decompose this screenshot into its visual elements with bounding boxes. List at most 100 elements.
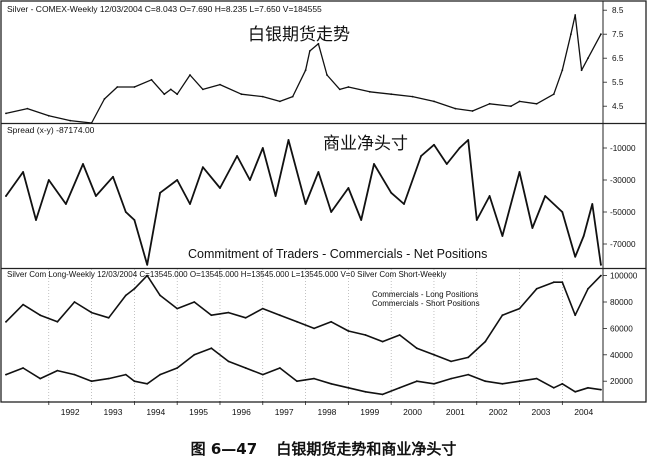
short-positions-point [193, 353, 196, 356]
short-positions-point [90, 380, 93, 383]
short-positions-point [467, 373, 470, 376]
y-tick-label: -10000 [610, 144, 636, 153]
long-positions-point [381, 340, 384, 343]
y-tick-label: 5.5 [612, 78, 624, 87]
long-positions-point [22, 303, 24, 306]
short-positions-point [5, 373, 7, 376]
short-positions-point [261, 373, 264, 376]
silver-price-point [488, 102, 491, 105]
net-position-point [176, 179, 179, 181]
short-positions-point [381, 393, 384, 396]
long-positions-point [244, 316, 247, 319]
short-positions-point [415, 380, 418, 383]
silver-price-point [219, 83, 221, 86]
long-positions-point [347, 330, 350, 332]
silver-price-point [47, 114, 50, 117]
long-positions-point [484, 340, 487, 343]
short-positions-point [133, 380, 136, 383]
silver-price-point [411, 95, 414, 98]
long-positions-point [552, 281, 555, 284]
silver-price-point [518, 100, 521, 103]
long-positions-point [467, 356, 470, 359]
panel3-plot [5, 274, 602, 396]
net-position-point [47, 179, 50, 181]
y-tick-label: 20000 [610, 377, 633, 386]
silver-price-point [580, 69, 583, 72]
panel3-header: Silver Com Long-Weekly 12/03/2004 C=1354… [7, 270, 446, 279]
panel2-title: 商业净头寸 [323, 134, 408, 154]
net-position-point [249, 179, 251, 181]
net-position-point [5, 195, 7, 197]
panel-frames [0, 0, 647, 403]
net-position-point [317, 171, 320, 173]
short-positions-point [433, 382, 435, 385]
y-tick-label: -30000 [610, 176, 636, 185]
net-position-point [458, 147, 461, 149]
silver-price-point [368, 90, 371, 93]
net-position-point [360, 219, 363, 221]
net-position-point [501, 235, 504, 237]
long-positions-point [107, 316, 110, 319]
net-position-point [591, 203, 594, 205]
net-position-point [274, 195, 277, 197]
x-tick-label: 2003 [531, 407, 550, 417]
net-position-point [420, 155, 422, 157]
net-position-point [600, 263, 602, 266]
long-positions-point [574, 314, 577, 317]
net-position-point [146, 263, 149, 266]
short-positions-point [330, 382, 333, 385]
long-positions-point [176, 307, 179, 310]
silver-price-point [454, 107, 457, 110]
silver-price-point [90, 122, 93, 124]
short-positions-point [398, 386, 401, 389]
net-position-point [433, 143, 435, 146]
y-tick-label: 7.5 [612, 30, 624, 39]
long-positions-point [415, 347, 418, 350]
net-position-point [287, 139, 290, 141]
silver-price-point [587, 57, 589, 60]
panel3-y-axis: 20000 40000 60000 80000 100000 [603, 272, 638, 386]
silver-price-point [240, 93, 243, 96]
short-positions-point [450, 377, 452, 380]
net-position-point [219, 187, 221, 189]
long-positions-point [90, 311, 93, 314]
short-positions-point [574, 390, 577, 393]
x-tick-label: 2000 [403, 407, 422, 417]
long-positions-point [73, 301, 76, 303]
x-tick-label: 1999 [360, 407, 379, 417]
y-tick-label: 4.5 [612, 102, 624, 111]
net-position-point [347, 187, 350, 189]
long-positions-point [364, 334, 367, 336]
short-positions-point [296, 380, 298, 383]
silver-price-point [169, 88, 172, 91]
short-positions-point [552, 386, 555, 389]
short-positions-point [39, 377, 42, 380]
net-position-point [467, 139, 470, 141]
x-tick-label: 2001 [446, 407, 465, 417]
y-tick-label: -50000 [610, 208, 636, 217]
x-tick-label: 1992 [61, 407, 80, 417]
short-positions-point [124, 373, 127, 376]
panel2-plot [5, 139, 602, 266]
panel2-y-axis: -10000 -30000 -50000 -70000 [603, 144, 636, 249]
silver-price-point [279, 100, 281, 103]
silver-price-point [26, 107, 29, 110]
net-position-point [35, 219, 37, 221]
short-positions-point [146, 382, 149, 385]
y-tick-label: 8.5 [612, 6, 624, 15]
silver-price-point [103, 98, 106, 100]
net-position-point [65, 203, 67, 205]
short-positions-point [107, 377, 110, 380]
x-tick-label: 2002 [489, 407, 508, 417]
x-tick-label: 1998 [318, 407, 337, 417]
net-position-point [133, 219, 136, 221]
silver-price-point [176, 93, 179, 96]
long-positions-point [600, 274, 602, 277]
long-positions-point [587, 287, 589, 290]
short-positions-line [5, 347, 602, 396]
net-position-point [22, 171, 24, 173]
silver-price-point [347, 86, 350, 88]
silver-price-point [202, 88, 204, 91]
